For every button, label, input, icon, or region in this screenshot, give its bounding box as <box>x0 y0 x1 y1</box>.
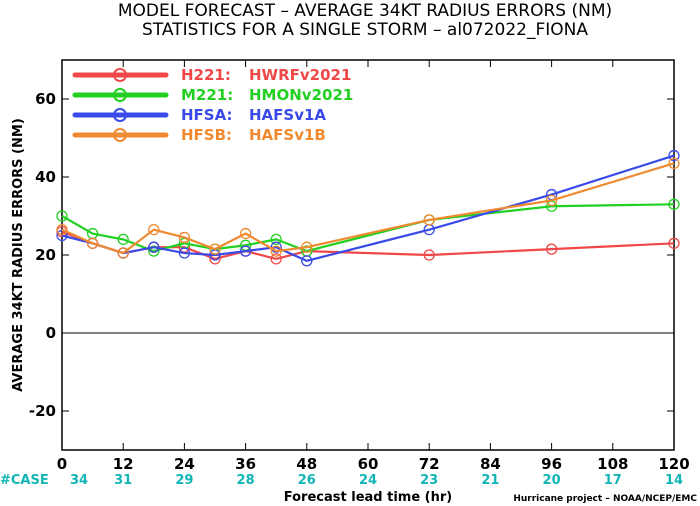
data-point-marker <box>423 214 435 226</box>
y-tick-label: 40 <box>35 168 56 186</box>
legend-model-code: H221: <box>181 66 231 84</box>
data-point-marker <box>668 149 680 162</box>
x-tick-label: 24 <box>174 455 195 473</box>
legend-swatch-marker <box>113 108 127 122</box>
legend-model-code: M221: <box>181 86 233 104</box>
case-count: 21 <box>481 473 499 488</box>
data-point-marker <box>423 249 435 261</box>
data-point-marker <box>545 243 558 255</box>
legend: H221: HWRFv2021 M221: HMONv2021 HFSA: HAFSv1A… <box>72 66 353 144</box>
data-point-marker <box>668 237 680 249</box>
case-count: 28 <box>237 473 255 488</box>
data-point-marker <box>239 245 252 257</box>
x-tick-label: 72 <box>419 455 440 473</box>
case-count: 34 <box>70 473 88 488</box>
data-point-marker <box>301 241 313 253</box>
y-tick-label: 20 <box>35 246 56 264</box>
series-hafsv1b <box>56 157 680 259</box>
case-count: 20 <box>543 473 561 488</box>
data-point-marker <box>178 231 191 244</box>
case-count: 23 <box>420 473 438 488</box>
data-point-marker <box>117 247 129 259</box>
legend-model-name: HMONv2021 <box>249 86 353 104</box>
legend-model-name: HAFSv1A <box>249 106 326 124</box>
series-line <box>61 203 675 253</box>
data-point-marker <box>301 255 313 267</box>
legend-swatch-marker <box>113 128 127 142</box>
y-axis-ticks: -20 0 20 40 60 <box>29 90 674 420</box>
chart-title-line2: STATISTICS FOR A SINGLE STORM – al072022… <box>142 20 588 40</box>
legend-swatch-marker <box>113 68 127 82</box>
series-layer <box>56 149 680 267</box>
series-line <box>61 162 675 255</box>
credit-text: Hurricane project – NOAA/NCEP/EMC <box>513 494 697 504</box>
case-count: 14 <box>665 473 683 488</box>
data-point-marker <box>545 194 558 207</box>
y-tick-label: -20 <box>29 402 56 420</box>
legend-model-code: HFSB: <box>181 126 232 144</box>
data-point-marker <box>56 210 68 222</box>
x-tick-label: 60 <box>358 455 379 473</box>
x-tick-label: 12 <box>113 455 134 473</box>
data-point-marker <box>86 237 99 249</box>
data-point-marker <box>270 233 282 246</box>
case-count: 17 <box>604 473 622 488</box>
x-tick-label: 108 <box>597 455 628 473</box>
x-tick-label: 84 <box>480 455 501 473</box>
data-point-marker <box>668 157 680 170</box>
y-tick-label: 0 <box>46 324 56 342</box>
x-tick-label: 120 <box>658 455 689 473</box>
x-tick-label: 36 <box>235 455 256 473</box>
case-count: 24 <box>359 473 377 488</box>
data-point-marker <box>117 233 129 246</box>
data-point-marker <box>239 227 252 240</box>
x-axis-ticks: 0 12 24 36 48 60 72 84 96 108 120 <box>57 60 690 473</box>
data-point-marker <box>270 245 282 257</box>
data-point-marker <box>270 253 282 265</box>
chart-title-line1: MODEL FORECAST – AVERAGE 34KT RADIUS ERR… <box>118 1 612 21</box>
case-count: 29 <box>175 473 193 488</box>
case-count: 26 <box>298 473 316 488</box>
y-axis-label: AVERAGE 34KT RADIUS ERRORS (NM) <box>11 118 26 392</box>
x-tick-label: 96 <box>541 455 562 473</box>
legend-swatch-marker <box>113 88 127 102</box>
x-axis-label: Forecast lead time (hr) <box>284 490 452 505</box>
legend-model-name: HAFSv1B <box>249 126 326 144</box>
data-point-marker <box>148 241 160 253</box>
x-tick-label: 48 <box>296 455 317 473</box>
data-point-marker <box>178 247 191 259</box>
y-tick-label: 60 <box>35 90 56 108</box>
data-point-marker <box>148 223 160 236</box>
case-count-row: #CASE 34 31 29 28 26 24 23 21 20 17 14 <box>0 473 683 488</box>
series-line <box>61 154 675 263</box>
data-point-marker <box>56 223 68 236</box>
x-tick-label: 0 <box>57 455 67 473</box>
case-count: 31 <box>114 473 132 488</box>
data-point-marker <box>209 243 221 255</box>
legend-model-name: HWRFv2021 <box>249 66 351 84</box>
case-row-label: #CASE <box>0 473 49 488</box>
plot-frame <box>61 59 675 451</box>
data-point-marker <box>668 198 680 210</box>
legend-model-code: HFSA: <box>181 106 233 124</box>
